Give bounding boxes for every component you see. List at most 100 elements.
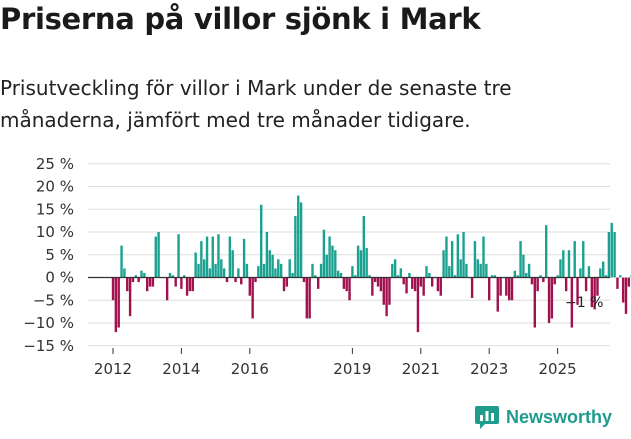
bar — [245, 263, 249, 278]
bar — [188, 277, 192, 292]
bar — [476, 259, 479, 278]
bar — [453, 275, 457, 278]
grid-lines — [88, 163, 610, 347]
bar — [157, 232, 160, 278]
bars — [111, 195, 631, 333]
bar — [351, 266, 354, 278]
chart-title: Priserna på villor sjönk i Mark — [0, 2, 481, 36]
bar — [114, 277, 118, 333]
bar — [154, 236, 157, 278]
bar — [348, 277, 351, 301]
bar — [220, 259, 223, 278]
bar — [379, 277, 383, 292]
bar — [334, 250, 337, 278]
bar — [271, 254, 274, 278]
x-tick-label: 2025 — [539, 360, 577, 378]
bar — [582, 241, 585, 278]
bar — [146, 277, 149, 292]
bar — [171, 275, 175, 278]
y-tick-label: 10 % — [36, 223, 74, 241]
bar — [411, 277, 414, 289]
bar — [408, 272, 411, 278]
bar — [388, 277, 391, 305]
bar — [319, 263, 323, 278]
bar — [505, 277, 508, 296]
bar — [456, 234, 460, 278]
bar — [539, 275, 542, 278]
bar — [439, 277, 442, 296]
bar — [308, 277, 311, 319]
bar — [191, 277, 194, 292]
bar — [128, 277, 132, 317]
bar — [282, 277, 286, 292]
bar — [599, 268, 602, 278]
bar — [194, 252, 197, 278]
bar — [499, 277, 502, 296]
bar — [123, 268, 126, 278]
bar — [522, 254, 525, 278]
bar — [183, 275, 186, 278]
bar — [570, 277, 574, 328]
bar — [391, 263, 394, 278]
bar — [248, 277, 251, 296]
bar — [547, 277, 551, 323]
bar — [131, 277, 135, 283]
bar — [268, 250, 271, 278]
bar — [231, 250, 234, 278]
bar — [496, 277, 499, 312]
bar — [619, 275, 622, 278]
bar — [242, 238, 246, 278]
bar — [604, 275, 608, 278]
bar — [573, 241, 576, 278]
y-tick-label: −15 % — [23, 337, 74, 355]
bar — [610, 222, 613, 278]
bar — [485, 263, 488, 278]
bar — [120, 245, 123, 278]
bar — [488, 277, 491, 301]
x-tick-label: 2019 — [333, 360, 371, 378]
x-tick-label: 2016 — [231, 360, 269, 378]
bar — [616, 277, 619, 289]
x-tick-label: 2023 — [470, 360, 508, 378]
bar — [257, 266, 260, 278]
bar — [265, 232, 269, 278]
bar — [507, 277, 511, 301]
bar — [550, 277, 554, 319]
bar — [134, 275, 137, 278]
bar — [311, 263, 314, 278]
bar — [297, 195, 300, 278]
newsworthy-logo-icon — [475, 406, 499, 429]
bar — [208, 268, 212, 278]
bar — [413, 277, 417, 292]
bar — [445, 236, 448, 278]
bar — [542, 277, 545, 283]
y-tick-label: −10 % — [23, 314, 74, 332]
bar — [465, 263, 468, 278]
bar — [576, 277, 579, 305]
chart-subtitle: Prisutveckling för villor i Mark under d… — [0, 76, 512, 132]
bar — [342, 277, 346, 289]
bar — [165, 277, 169, 301]
bar — [328, 236, 331, 278]
bar — [564, 277, 568, 292]
bar-chart: −15 % −10 % −5 % 0 % 5 % 10 % 15 % 20 % 25 % 201… — [23, 155, 631, 378]
bar — [593, 277, 596, 310]
bar — [262, 263, 266, 278]
brand-logo: Newsworthy — [474, 405, 612, 429]
bar — [180, 277, 183, 289]
x-tick-label: 2014 — [162, 360, 200, 378]
bar — [336, 270, 340, 278]
bar — [217, 234, 220, 278]
bar — [425, 266, 428, 278]
bar — [317, 277, 320, 289]
bar — [431, 277, 434, 287]
bar — [462, 232, 465, 278]
bar — [211, 236, 214, 278]
y-tick-label: 25 % — [36, 155, 74, 173]
y-tick-label: 20 % — [36, 178, 74, 196]
bar — [473, 241, 477, 278]
bar — [627, 277, 631, 287]
bar — [422, 277, 425, 296]
y-tick-label: 15 % — [36, 200, 74, 218]
bar — [151, 277, 155, 287]
